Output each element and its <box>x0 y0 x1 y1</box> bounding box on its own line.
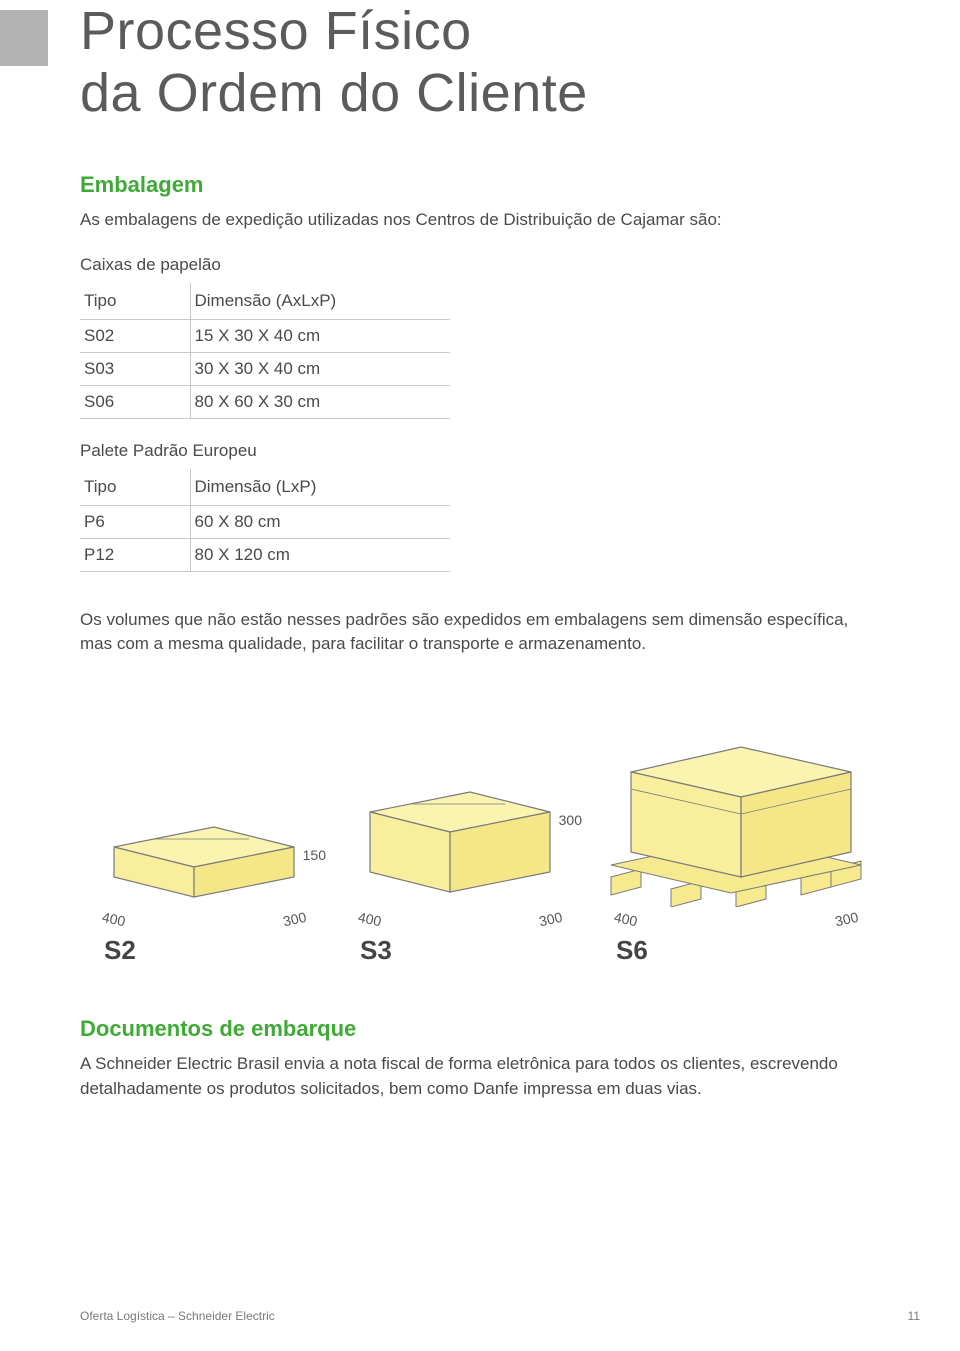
page-title: Processo Físico da Ordem do Cliente <box>80 0 880 124</box>
page-footer: Oferta Logística – Schneider Electric 11 <box>80 1309 920 1323</box>
caixas-col2: Dimensão (AxLxP) <box>190 283 450 320</box>
side-tab <box>0 10 48 66</box>
palete-subhead: Palete Padrão Europeu <box>80 441 880 461</box>
caixas-col1: Tipo <box>80 283 190 320</box>
caixas-subhead: Caixas de papelão <box>80 255 880 275</box>
box-s6-icon <box>601 717 871 907</box>
box-s2-width: 400 <box>101 909 127 930</box>
footer-left: Oferta Logística – Schneider Electric <box>80 1309 275 1323</box>
box-s3-icon <box>350 757 570 907</box>
table-row: S06 80 X 60 X 30 cm <box>80 385 450 418</box>
title-line-2: da Ordem do Cliente <box>80 63 588 123</box>
box-s2-depth: 300 <box>281 909 307 930</box>
box-s6-depth: 300 <box>833 909 859 930</box>
box-diagrams: 150 400 300 S2 300 400 300 S3 <box>80 717 880 966</box>
title-line-1: Processo Físico <box>80 1 472 61</box>
box-s3-height: 300 <box>559 812 582 828</box>
box-s3-width: 400 <box>357 909 383 930</box>
palete-col2: Dimensão (LxP) <box>190 469 450 506</box>
box-s6-label: S6 <box>616 935 648 966</box>
box-s2-icon <box>94 787 314 907</box>
palete-table: Tipo Dimensão (LxP) P6 60 X 80 cm P12 80… <box>80 469 450 572</box>
footer-page-number: 11 <box>908 1309 920 1323</box>
table-row: P6 60 X 80 cm <box>80 505 450 538</box>
table-row: S03 30 X 30 X 40 cm <box>80 352 450 385</box>
palete-col1: Tipo <box>80 469 190 506</box>
section-documentos-heading: Documentos de embarque <box>80 1016 880 1042</box>
box-s2-label: S2 <box>104 935 136 966</box>
section-embalagem-heading: Embalagem <box>80 172 880 198</box>
box-s2-height: 150 <box>303 847 326 863</box>
table-row: S02 15 X 30 X 40 cm <box>80 319 450 352</box>
caixas-table: Tipo Dimensão (AxLxP) S02 15 X 30 X 40 c… <box>80 283 450 419</box>
box-s6-width: 400 <box>613 909 639 930</box>
documentos-text: A Schneider Electric Brasil envia a nota… <box>80 1052 880 1101</box>
box-s3-label: S3 <box>360 935 392 966</box>
volumes-text: Os volumes que não estão nesses padrões … <box>80 608 880 657</box>
box-s3-depth: 300 <box>537 909 563 930</box>
embalagem-intro: As embalagens de expedição utilizadas no… <box>80 208 880 233</box>
table-row: P12 80 X 120 cm <box>80 538 450 571</box>
